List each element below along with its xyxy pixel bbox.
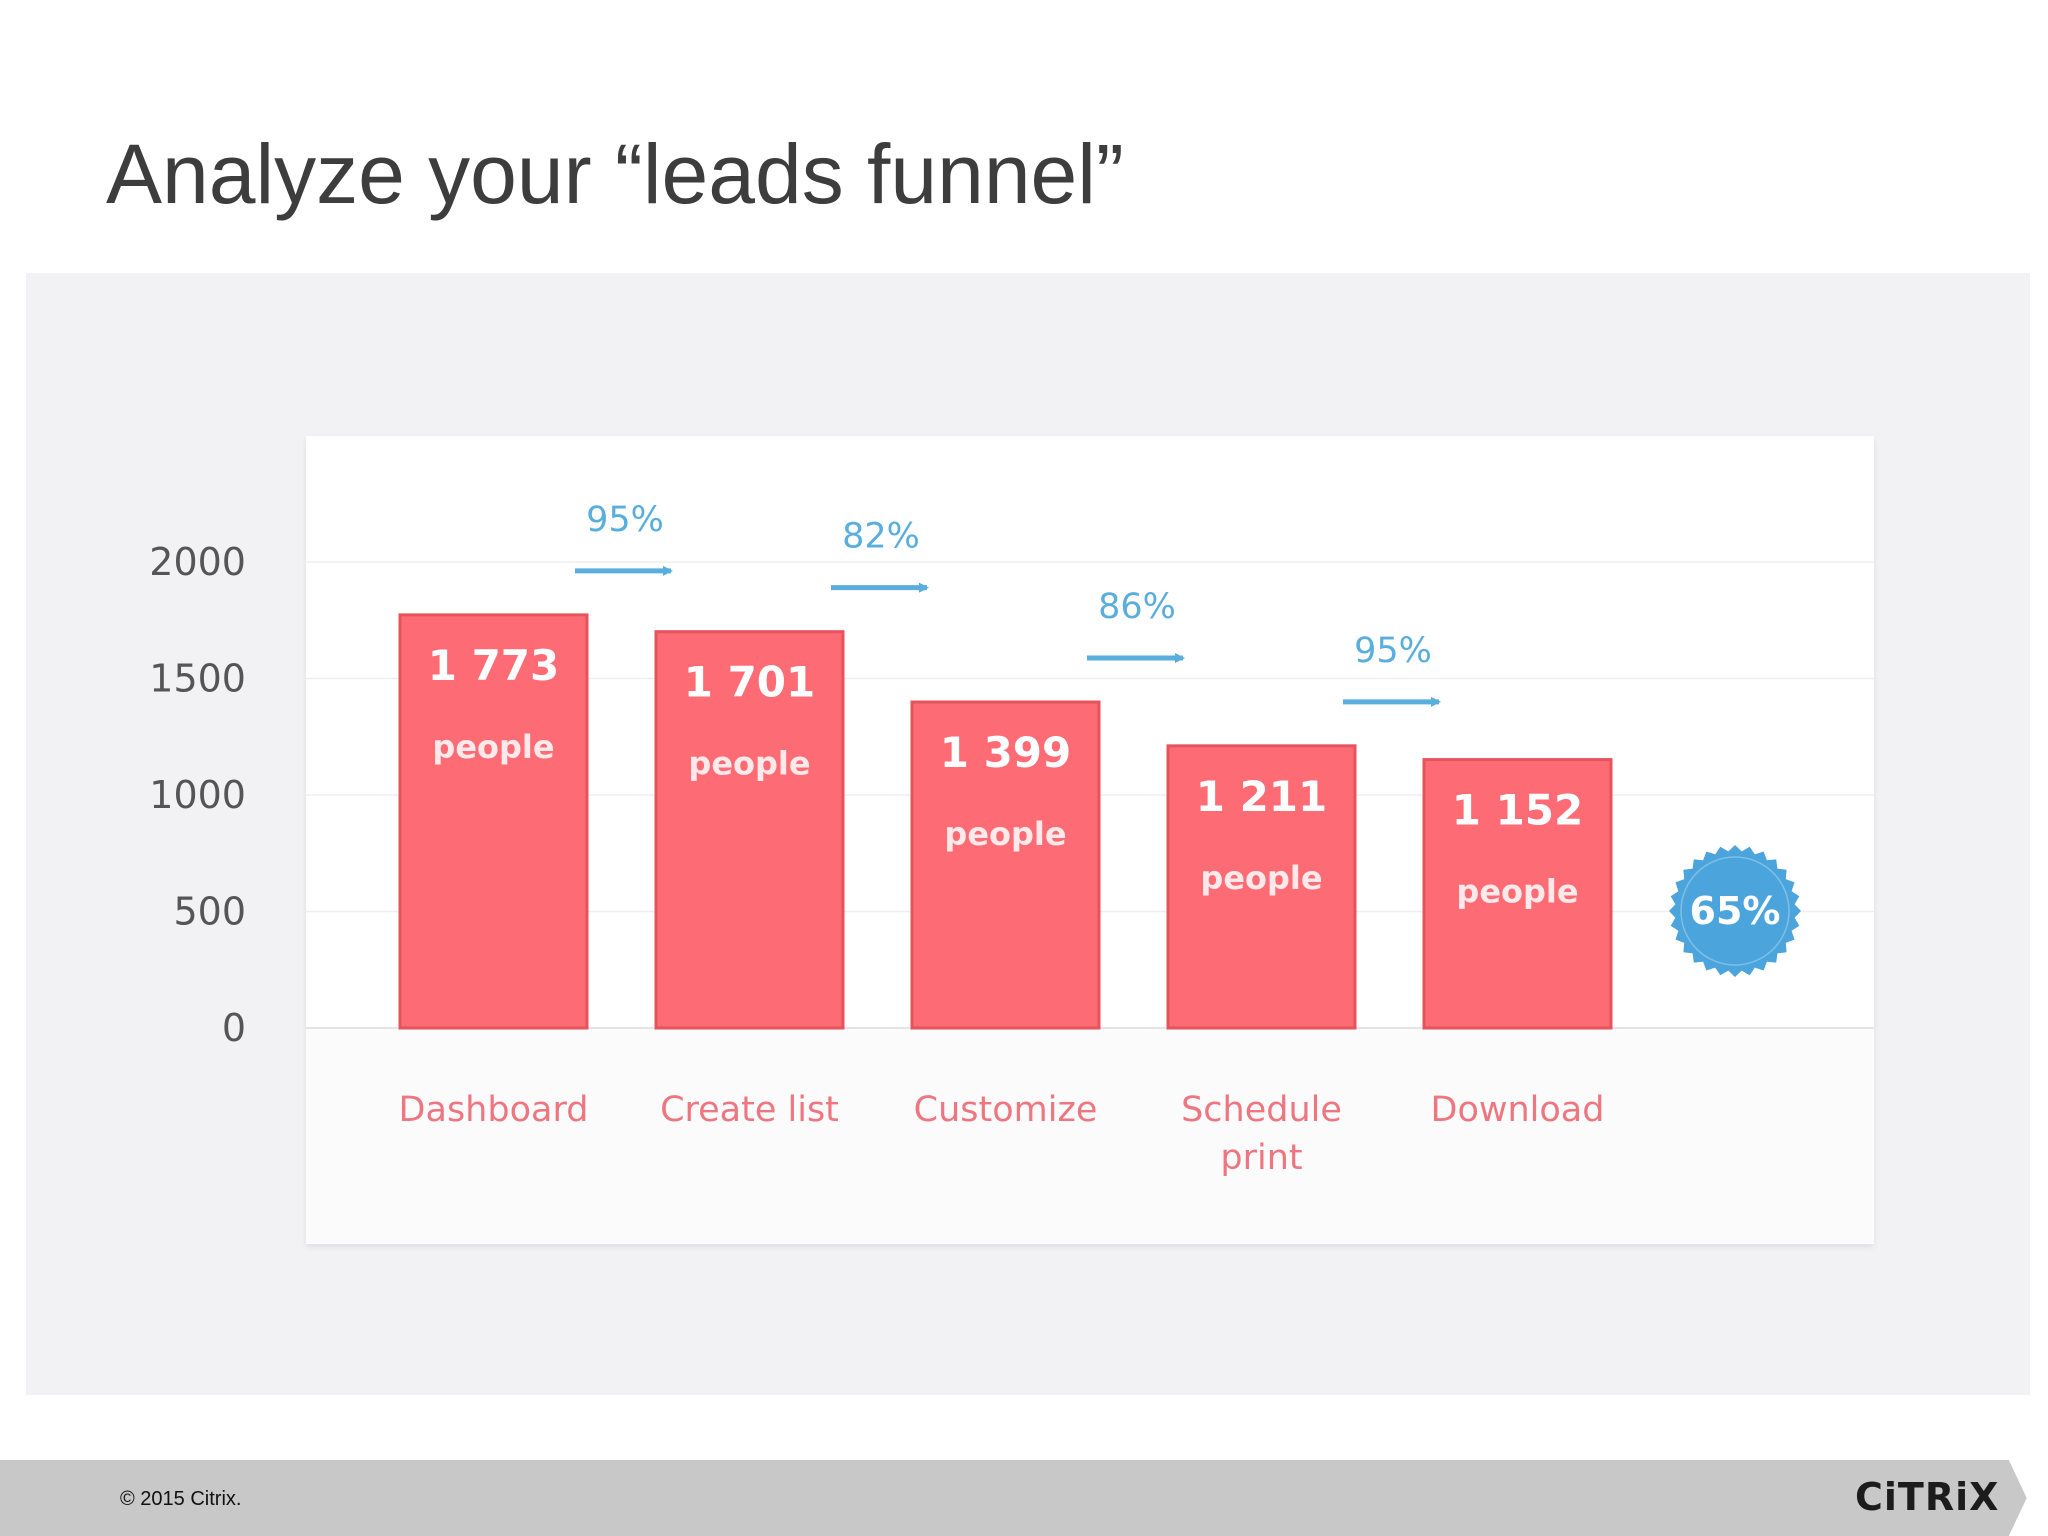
bar [910, 700, 1101, 1030]
category-label: Schedule [1181, 1090, 1342, 1130]
bar-value-label: 1 773 [428, 641, 560, 690]
y-tick-label: 0 [222, 1006, 246, 1050]
conversion-rate-label: 95% [1354, 631, 1432, 671]
bar-value-label: 1 211 [1196, 772, 1328, 821]
overall-conversion-badge [1669, 845, 1801, 977]
conversion-rate-label: 86% [1098, 587, 1176, 627]
y-tick-label: 500 [173, 890, 246, 934]
bar-value-label: 1 399 [940, 728, 1072, 777]
bar-unit-label: people [688, 745, 810, 783]
bar-unit-label: people [1456, 873, 1578, 911]
y-tick-label: 1000 [149, 773, 246, 817]
footer-bar [0, 1460, 2048, 1536]
copyright-text: © 2015 Citrix. [120, 1488, 242, 1510]
category-label: Customize [914, 1090, 1098, 1130]
overall-conversion-label: 65% [1690, 889, 1781, 933]
bar-unit-label: people [432, 728, 554, 766]
slide-title: Analyze your “leads funnel” [106, 127, 1124, 221]
conversion-rate-label: 95% [586, 500, 664, 540]
y-tick-label: 1500 [149, 657, 246, 701]
category-label: Download [1431, 1090, 1605, 1130]
bar [654, 630, 845, 1030]
bar-unit-label: people [944, 815, 1066, 853]
y-tick-label: 2000 [149, 540, 246, 584]
bar-unit-label: people [1200, 859, 1322, 897]
bar [1422, 758, 1613, 1030]
badge-ring [1680, 856, 1790, 966]
category-label: Create list [660, 1090, 839, 1130]
category-label: print [1220, 1138, 1302, 1178]
bar [1166, 744, 1357, 1030]
bar [398, 613, 589, 1030]
bar-value-label: 1 701 [684, 658, 816, 707]
conversion-rate-label: 82% [842, 517, 920, 557]
x-axis-band [306, 1029, 1874, 1243]
citrix-logo: CiTRiX [1855, 1475, 2000, 1519]
category-label: Dashboard [399, 1090, 589, 1130]
bar-value-label: 1 152 [1452, 786, 1584, 835]
